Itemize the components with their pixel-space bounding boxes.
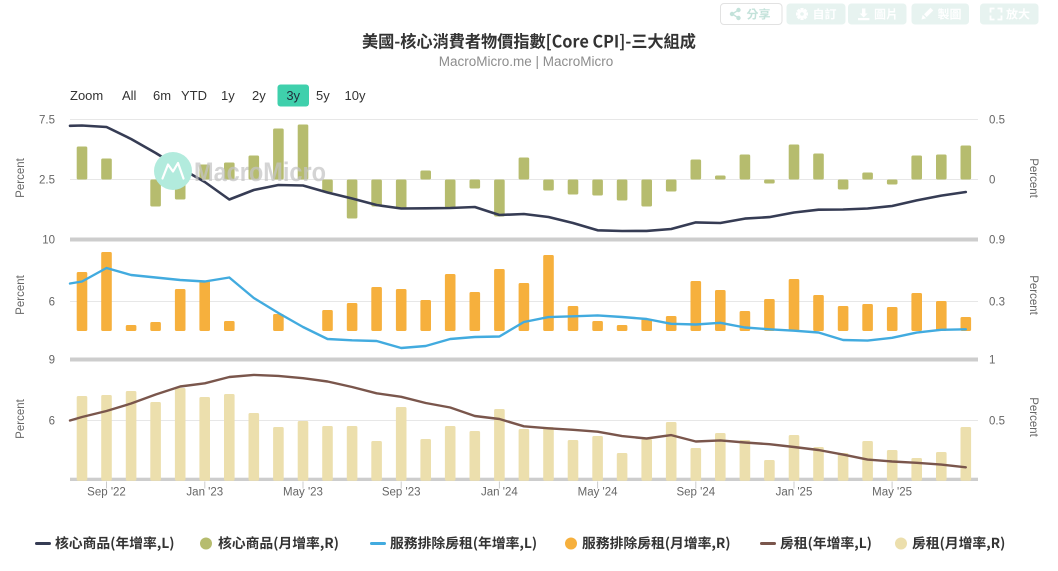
svg-text:6m: 6m	[153, 88, 171, 103]
svg-text:1: 1	[989, 355, 995, 367]
svg-text:0.5: 0.5	[989, 115, 1005, 127]
svg-text:Sep '24: Sep '24	[676, 487, 715, 499]
svg-text:Jan '24: Jan '24	[481, 487, 518, 499]
svg-text:MacroMicro.me | MacroMicro: MacroMicro.me | MacroMicro	[439, 54, 614, 69]
svg-text:All: All	[122, 88, 137, 103]
svg-text:1y: 1y	[221, 88, 235, 103]
svg-text:2.5: 2.5	[39, 175, 55, 187]
svg-text:0.3: 0.3	[989, 297, 1005, 309]
svg-text:0.9: 0.9	[989, 235, 1005, 247]
svg-text:6: 6	[49, 416, 55, 428]
svg-text:May '23: May '23	[283, 487, 323, 499]
svg-text:2y: 2y	[252, 88, 266, 103]
svg-text:Percent: Percent	[1027, 158, 1039, 198]
svg-text:3y: 3y	[286, 88, 300, 103]
svg-text:6: 6	[49, 297, 55, 309]
svg-text:Sep '23: Sep '23	[382, 487, 421, 499]
svg-text:Percent: Percent	[1027, 275, 1039, 315]
svg-text:Percent: Percent	[15, 157, 27, 197]
svg-text:Jan '25: Jan '25	[776, 487, 813, 499]
svg-text:YTD: YTD	[181, 88, 207, 103]
svg-text:5y: 5y	[316, 88, 330, 103]
svg-text:Percent: Percent	[1027, 397, 1039, 437]
svg-text:Sep '22: Sep '22	[87, 487, 126, 499]
svg-text:Jan '23: Jan '23	[186, 487, 223, 499]
svg-text:10y: 10y	[345, 88, 366, 103]
svg-text:7.5: 7.5	[39, 115, 55, 127]
svg-text:Percent: Percent	[15, 274, 27, 314]
svg-text:10: 10	[42, 235, 55, 247]
svg-text:May '24: May '24	[578, 487, 619, 499]
svg-text:0.5: 0.5	[989, 416, 1005, 428]
svg-text:9: 9	[49, 355, 55, 367]
svg-text:0: 0	[989, 175, 995, 187]
svg-text:Percent: Percent	[15, 398, 27, 438]
svg-text:MacroMicro: MacroMicro	[194, 157, 326, 187]
svg-text:Zoom: Zoom	[70, 88, 103, 103]
svg-text:May '25: May '25	[872, 487, 912, 499]
